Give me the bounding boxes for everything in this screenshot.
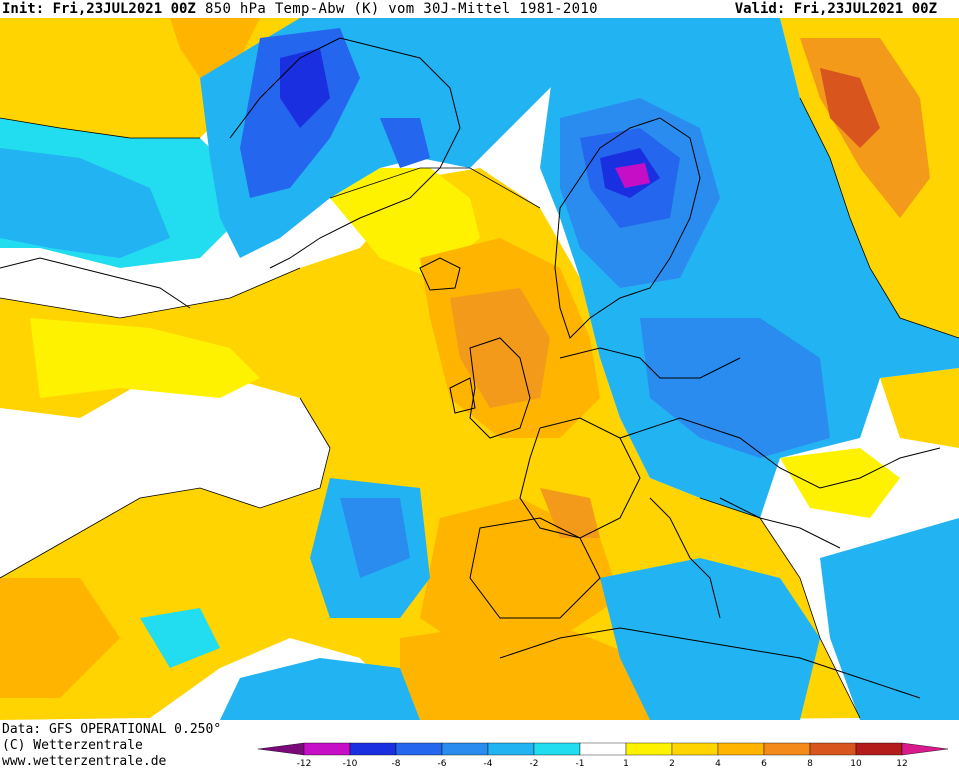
legend-tick-label: 6 — [761, 759, 767, 769]
color-legend-bar: -12 -10 -8 -6 -4 -2 -1 1 2 4 6 8 10 12 — [257, 742, 949, 769]
legend-swatch — [625, 742, 673, 756]
temperature-anomaly-map — [0, 18, 959, 720]
legend-tick-label: -8 — [392, 759, 401, 769]
legend-swatch — [671, 742, 719, 756]
legend-tick-label: -6 — [438, 759, 447, 769]
legend-swatch — [257, 742, 305, 756]
legend-tick-label: 2 — [669, 759, 675, 769]
anomaly-field — [0, 18, 959, 720]
legend-swatch — [809, 742, 857, 756]
legend-swatch — [487, 742, 535, 756]
legend-swatch — [395, 742, 443, 756]
legend-tick-label: -4 — [484, 759, 493, 769]
legend-tick-label: 8 — [807, 759, 813, 769]
legend-swatch — [763, 742, 811, 756]
legend-swatch — [303, 742, 351, 756]
valid-time: Valid: Fri,23JUL2021 00Z — [734, 1, 937, 17]
legend-tick-label: -2 — [530, 759, 539, 769]
map-title: 850 hPa Temp-Abw (K) vom 30J-Mittel 1981… — [205, 1, 598, 17]
map-header: Init: Fri,23JUL2021 00Z 850 hPa Temp-Abw… — [0, 0, 959, 18]
cold-anomaly-layer — [0, 18, 959, 720]
legend-swatch — [717, 742, 765, 756]
legend-swatch — [901, 742, 949, 756]
warm-anomaly-layer — [0, 18, 959, 720]
copyright-label: (C) Wetterzentrale — [2, 738, 143, 753]
legend-tick-label: -1 — [576, 759, 585, 769]
legend-tick-label: -12 — [297, 759, 312, 769]
website-label: www.wetterzentrale.de — [2, 754, 167, 769]
legend-tick-label: 4 — [715, 759, 721, 769]
legend-tick-label: -10 — [343, 759, 358, 769]
coastlines — [0, 37, 941, 699]
color-legend: -12 -10 -8 -6 -4 -2 -1 1 2 4 6 8 10 12 — [257, 741, 958, 770]
zero-contours — [0, 97, 959, 719]
init-time: Init: Fri,23JUL2021 00Z — [2, 1, 196, 17]
legend-swatch — [855, 742, 903, 756]
legend-tick-label: 1 — [623, 759, 629, 769]
data-source-label: Data: GFS OPERATIONAL 0.250° — [2, 722, 222, 737]
legend-tick-label: 12 — [896, 759, 907, 769]
legend-tick-label: 10 — [850, 759, 862, 769]
legend-swatch — [579, 742, 627, 756]
legend-swatch — [441, 742, 489, 756]
legend-swatch — [533, 742, 581, 756]
legend-swatch — [349, 742, 397, 756]
